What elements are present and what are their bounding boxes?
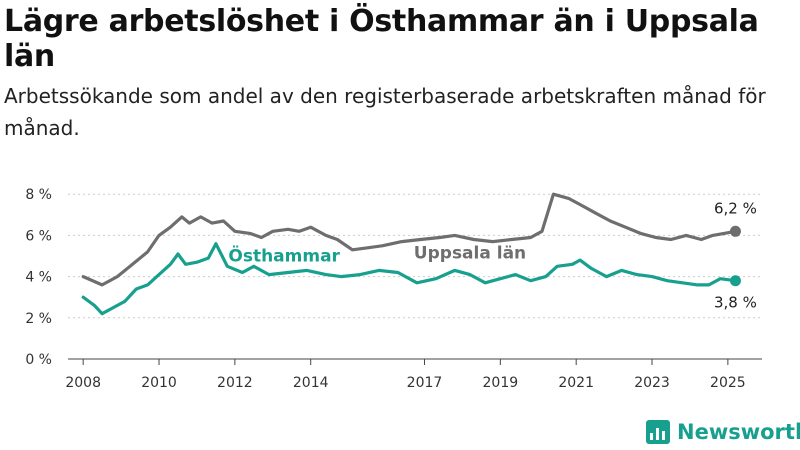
x-tick-label: 2025 — [710, 375, 746, 391]
series-line — [81, 242, 738, 316]
series-labels: 6,2 % 3,8 % Uppsala län Östhammar — [226, 199, 757, 312]
x-tick-label: 2021 — [558, 375, 594, 391]
chart-subtitle: Arbetssökande som andel av den registerb… — [4, 84, 766, 140]
x-tick-label: 2017 — [407, 375, 443, 391]
y-tick-label: 2 % — [25, 311, 52, 327]
series-name-label: Östhammar — [228, 245, 340, 267]
brand-name: Newsworthy — [677, 420, 800, 444]
grid-lines — [68, 193, 762, 360]
y-tick-label: 4 % — [25, 270, 52, 286]
chart-title: Lägre arbetslöshet i Östhammar än i Upps… — [4, 4, 759, 74]
x-tick-label: 2023 — [634, 375, 670, 391]
series-line — [81, 192, 738, 287]
series-end-marker — [729, 275, 741, 287]
newsworthy-logo: Newsworthy — [646, 420, 800, 444]
y-tick-label: 6 % — [25, 228, 52, 244]
x-tick-label: 2012 — [217, 375, 253, 391]
x-tick-label: 2019 — [483, 375, 519, 391]
series-lines — [81, 192, 741, 316]
x-tick-label: 2010 — [141, 375, 177, 391]
series-end-label: 3,8 % — [714, 294, 757, 312]
series-end-marker — [729, 225, 741, 237]
newsworthy-logo-icon — [646, 420, 670, 444]
y-tick-label: 0 % — [25, 352, 52, 368]
x-tick-label: 2014 — [293, 375, 329, 391]
series-name-label: Uppsala län — [414, 244, 526, 264]
x-axis-ticks: 2008 2010 2012 2014 2017 2019 2021 2023 2025 — [65, 359, 746, 391]
series-end-label: 6,2 % — [714, 199, 757, 217]
y-tick-label: 8 % — [25, 187, 52, 203]
x-tick-label: 2008 — [65, 375, 101, 391]
y-axis-ticks: 0 % 2 % 4 % 6 % 8 % — [25, 187, 52, 368]
